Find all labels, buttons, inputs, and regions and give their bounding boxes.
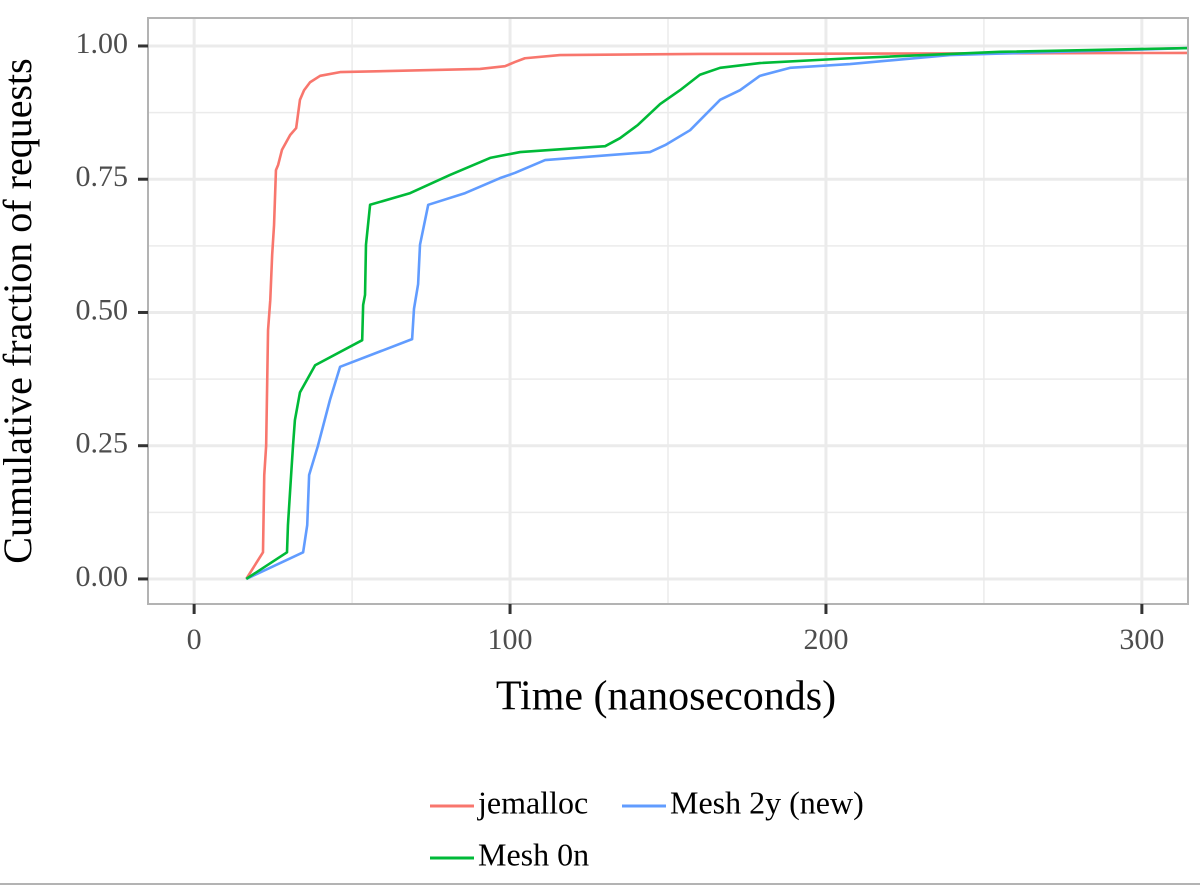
x-tick-label: 100 — [488, 623, 533, 656]
y-tick-label: 0.75 — [76, 160, 129, 193]
y-tick-label: 1.00 — [76, 27, 129, 60]
axes: 0.00 0.25 0.50 0.75 1.00 0 100 200 300 — [76, 27, 1165, 656]
grid — [148, 18, 1188, 604]
y-tick-label: 0.00 — [76, 560, 129, 593]
legend-label: Mesh 0n — [478, 836, 589, 872]
series-line — [245, 46, 1188, 581]
x-tick-label: 200 — [803, 623, 848, 656]
legend-label: Mesh 2y (new) — [670, 784, 864, 820]
y-axis-title: Cumulative fraction of requests — [0, 58, 40, 563]
y-tick-label: 0.50 — [76, 293, 129, 326]
x-tick-label: 300 — [1119, 623, 1164, 656]
lines — [245, 46, 1188, 581]
series-line — [245, 46, 1188, 581]
legend-label: jemalloc — [477, 784, 588, 820]
x-tick-label: 0 — [187, 623, 202, 656]
series-line — [245, 51, 1188, 580]
y-tick-label: 0.25 — [76, 427, 129, 460]
x-axis-title: Time (nanoseconds) — [496, 674, 836, 720]
legend: jemalloc Mesh 2y (new) Mesh 0n — [430, 784, 864, 872]
